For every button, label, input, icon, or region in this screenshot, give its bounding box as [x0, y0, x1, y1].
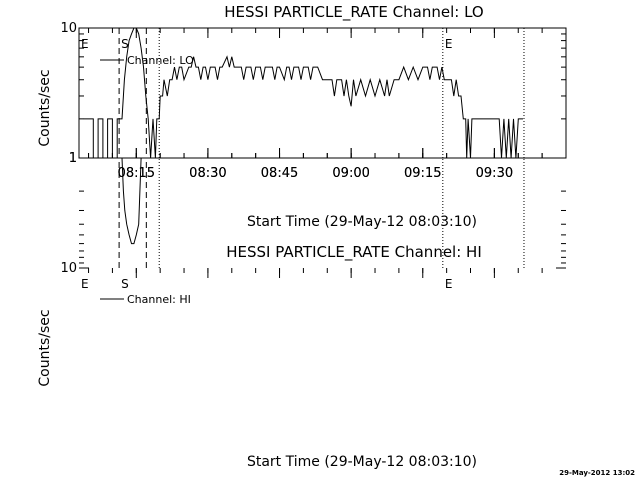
x-tick-label: 09:00 [332, 166, 369, 181]
y-tick-label: 10 [60, 261, 77, 276]
y-tick-label: 10 [60, 21, 77, 36]
hi-x-axis-label: Start Time (29-May-12 08:03:10) [247, 454, 477, 470]
x-tick-label: 09:30 [476, 166, 513, 181]
hi-y-axis-label: Counts/sec [37, 309, 53, 386]
y-tick-label: 1 [69, 151, 77, 166]
hi-channel-panel: HESSI PARTICLE_RATE Channel: HI Start Ti… [37, 148, 566, 470]
hi-panel-title: HESSI PARTICLE_RATE Channel: HI [226, 243, 482, 262]
lo-x-axis-label: Start Time (29-May-12 08:03:10) [247, 214, 477, 230]
lo-y-axis-label: Counts/sec [37, 69, 53, 146]
lo-panel-title: HESSI PARTICLE_RATE Channel: LO [224, 3, 483, 22]
plot-timestamp: 29-May-2012 13:02 [559, 469, 635, 477]
x-tick-label: 09:15 [404, 166, 441, 181]
x-tick-label: 09:15 [404, 166, 441, 181]
lo-channel-panel: HESSI PARTICLE_RATE Channel: LO Start Ti… [37, 3, 567, 230]
event-marker-label: E [445, 277, 453, 291]
rate-series-line [83, 27, 523, 159]
x-tick-label: 08:45 [261, 166, 298, 181]
event-marker-label: E [445, 37, 453, 51]
x-tick-label: 08:30 [189, 166, 226, 181]
y-tick-label: 1 [69, 151, 77, 166]
x-tick-label: 08:15 [118, 166, 155, 181]
x-tick-label: 09:30 [476, 166, 513, 181]
x-tick-label: 08:15 [118, 166, 155, 181]
x-tick-label: 08:30 [189, 166, 226, 181]
rate-series-line [121, 157, 143, 245]
event-marker-label: E [81, 37, 89, 51]
event-marker-label: S [121, 277, 129, 291]
event-marker-label: S [121, 37, 129, 51]
plot-frame [78, 27, 567, 159]
x-tick-label: 08:45 [261, 166, 298, 181]
hi-legend-label: Channel: HI [127, 293, 191, 306]
x-tick-label: 09:00 [332, 166, 369, 181]
lo-legend-label: Channel: LO [127, 54, 194, 67]
event-marker-label: E [81, 277, 89, 291]
